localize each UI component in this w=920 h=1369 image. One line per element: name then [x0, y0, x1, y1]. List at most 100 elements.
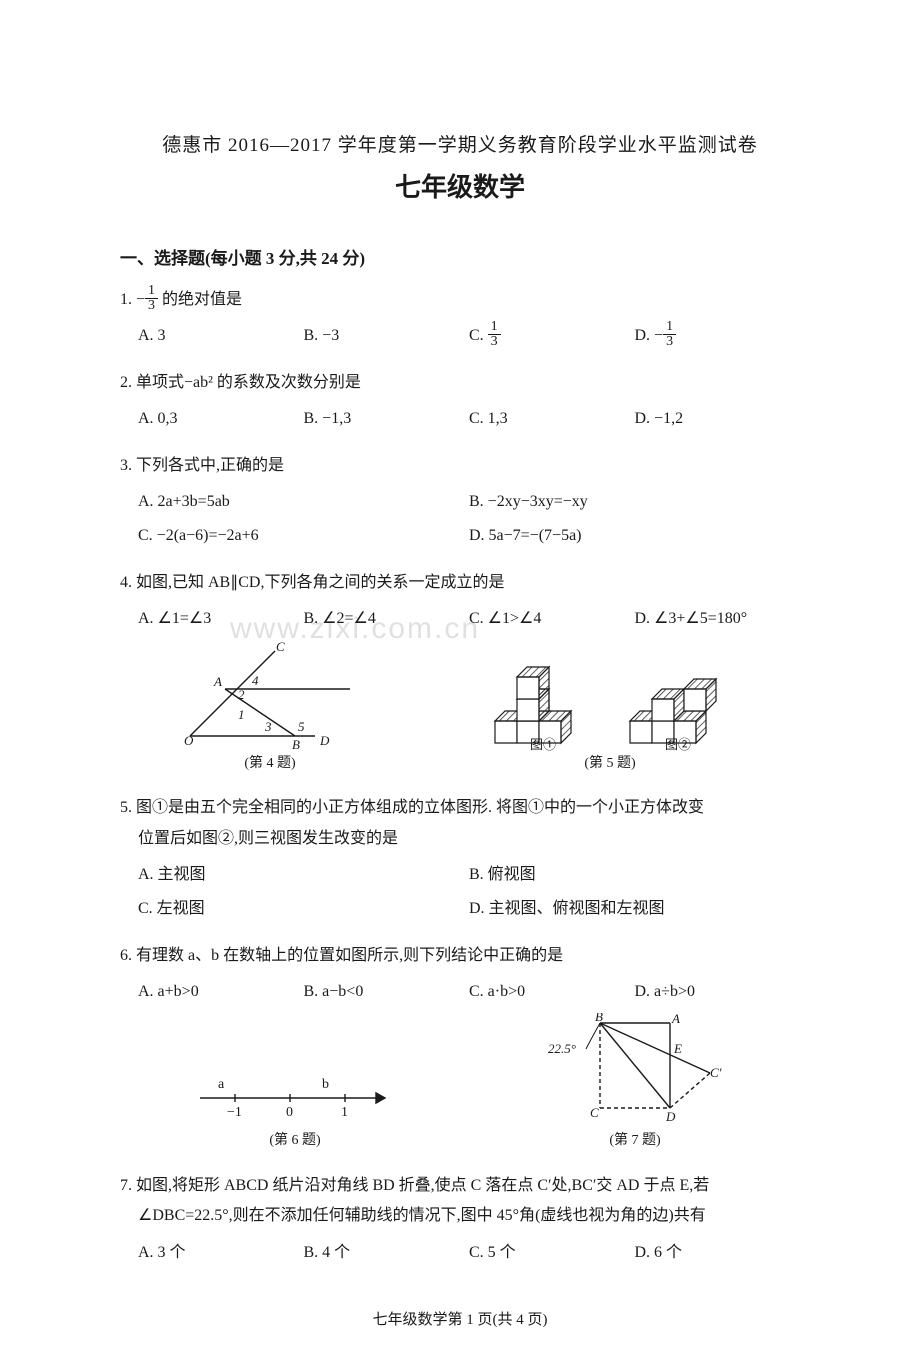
q1-stem-prefix: 1. − [120, 291, 145, 308]
q1-opt-b: B. −3 [304, 321, 470, 351]
page-header-line2: 七年级数学 [120, 167, 800, 204]
q6-options: A. a+b>0 B. a−b<0 C. a·b>0 D. a÷b>0 [120, 973, 800, 1007]
q3-opt-c: C. −2(a−6)=−2a+6 [138, 521, 469, 551]
question-3: 3. 下列各式中,正确的是 A. 2a+3b=5ab B. −2xy−3xy=−… [120, 451, 800, 552]
q3-opt-a: A. 2a+3b=5ab [138, 487, 469, 517]
q1-opt-a: A. 3 [138, 321, 304, 351]
q1-stem-suffix: 的绝对值是 [158, 291, 242, 308]
q6-opt-a: A. a+b>0 [138, 977, 304, 1007]
q2-options: A. 0,3 B. −1,3 C. 1,3 D. −1,2 [120, 400, 800, 434]
q1-opt-d: D. −13 [635, 321, 801, 351]
q7-caption: (第 7 题) [540, 1128, 730, 1155]
q7-opt-a: A. 3 个 [138, 1238, 304, 1268]
q1-c-prefix: C. [469, 327, 488, 344]
q4-lbl-2: 2 [238, 687, 245, 702]
q6-opt-d: D. a÷b>0 [635, 977, 801, 1007]
q1-frac: 13 [145, 284, 158, 313]
q6-caption: (第 6 题) [190, 1128, 400, 1155]
q7-opt-b: B. 4 个 [304, 1238, 470, 1268]
q2-stem: 2. 单项式−ab² 的系数及次数分别是 [120, 368, 800, 398]
q3-options: A. 2a+3b=5ab B. −2xy−3xy=−xy C. −2(a−6)=… [120, 483, 800, 552]
q4-caption: (第 4 题) [180, 751, 360, 778]
q3-opt-d: D. 5a−7=−(7−5a) [469, 521, 800, 551]
q7-lbl-B: B [595, 1013, 603, 1024]
q3-stem: 3. 下列各式中,正确的是 [120, 451, 800, 481]
question-6: 6. 有理数 a、b 在数轴上的位置如图所示,则下列结论中正确的是 A. a+b… [120, 941, 800, 1155]
q4-lbl-1: 1 [238, 707, 245, 722]
q4-stem: 4. 如图,已知 AB∥CD,下列各角之间的关系一定成立的是 [120, 568, 800, 598]
fig-row-6-7: a b −1 0 1 (第 6 题) [120, 1013, 800, 1155]
q6-lbl-a: a [218, 1077, 225, 1092]
q5-options: A. 主视图 B. 俯视图 C. 左视图 D. 主视图、俯视图和左视图 [120, 856, 800, 925]
q1-c-num: 1 [488, 320, 501, 335]
q6-lbl-1: 1 [341, 1105, 348, 1120]
section-1-title: 一、选择题(每小题 3 分,共 24 分) [120, 244, 800, 269]
q6-opt-c: C. a·b>0 [469, 977, 635, 1007]
question-7: 7. 如图,将矩形 ABCD 纸片沿对角线 BD 折叠,使点 C 落在点 C′处… [120, 1171, 800, 1268]
q7-figure: B A C D E C′ 22.5° (第 7 题) [540, 1013, 730, 1155]
page-footer: 七年级数学第 1 页(共 4 页) [120, 1308, 800, 1329]
q6-lbl-m1: −1 [227, 1105, 242, 1120]
q1-d-den: 3 [663, 335, 676, 349]
q7-lbl-D: D [665, 1109, 676, 1124]
q2-opt-d: D. −1,2 [635, 404, 801, 434]
question-1: 1. −13 的绝对值是 A. 3 B. −3 C. 13 D. −13 [120, 285, 800, 352]
q4-lbl-B: B [292, 737, 300, 751]
q7-lbl-Cprime: C′ [710, 1065, 722, 1080]
q1-frac-den: 3 [145, 299, 158, 313]
q5-fig1-label: 图① [530, 737, 556, 751]
q6-opt-b: B. a−b<0 [304, 977, 470, 1007]
page-header-line1: 德惠市 2016—2017 学年度第一学期义务教育阶段学业水平监测试卷 [120, 130, 800, 157]
q4-lbl-D: D [319, 733, 330, 748]
q4-opt-b: B. ∠2=∠4 [304, 604, 470, 634]
q7-opt-d: D. 6 个 [635, 1238, 801, 1268]
q6-figure: a b −1 0 1 (第 6 题) [190, 1068, 400, 1155]
question-5: 5. 图①是由五个完全相同的小正方体组成的立体图形. 将图①中的一个小正方体改变… [120, 793, 800, 925]
question-2: 2. 单项式−ab² 的系数及次数分别是 A. 0,3 B. −1,3 C. 1… [120, 368, 800, 435]
q7-stem2: ∠DBC=22.5°,则在不添加任何辅助线的情况下,图中 45°角(虚线也视为角… [120, 1201, 800, 1231]
q5-diagram-icon: 图① [480, 651, 740, 751]
q7-diagram-icon: B A C D E C′ 22.5° [540, 1013, 730, 1128]
q1-stem: 1. −13 的绝对值是 [120, 285, 800, 315]
q4-opt-d: D. ∠3+∠5=180° [635, 604, 801, 634]
q4-figure: O B D A C 1 2 3 4 5 (第 4 题) [180, 641, 360, 778]
fig-row-4-5: O B D A C 1 2 3 4 5 (第 4 题) [120, 641, 800, 778]
question-4: 4. 如图,已知 AB∥CD,下列各角之间的关系一定成立的是 A. ∠1=∠3 … [120, 568, 800, 777]
q6-stem: 6. 有理数 a、b 在数轴上的位置如图所示,则下列结论中正确的是 [120, 941, 800, 971]
q4-diagram-icon: O B D A C 1 2 3 4 5 [180, 641, 360, 751]
q4-lbl-5: 5 [298, 719, 305, 734]
q1-options: A. 3 B. −3 C. 13 D. −13 [120, 317, 800, 351]
q5-caption: (第 5 题) [480, 751, 740, 778]
q5-stem2: 位置后如图②,则三视图发生改变的是 [120, 824, 800, 854]
q6-numberline-icon: a b −1 0 1 [190, 1068, 400, 1128]
q5-opt-d: D. 主视图、俯视图和左视图 [469, 894, 800, 924]
q4-lbl-O: O [184, 733, 194, 748]
q7-lbl-C: C [590, 1105, 599, 1120]
q4-lbl-3: 3 [264, 719, 272, 734]
q5-opt-c: C. 左视图 [138, 894, 469, 924]
q4-opt-c: C. ∠1>∠4 [469, 604, 635, 634]
q2-opt-c: C. 1,3 [469, 404, 635, 434]
q1-frac-num: 1 [145, 284, 158, 299]
q5-figure: 图① [480, 651, 740, 778]
q7-lbl-angle: 22.5° [548, 1041, 576, 1056]
q2-opt-a: A. 0,3 [138, 404, 304, 434]
q7-stem1: 7. 如图,将矩形 ABCD 纸片沿对角线 BD 折叠,使点 C 落在点 C′处… [120, 1171, 800, 1201]
q3-opt-b: B. −2xy−3xy=−xy [469, 487, 800, 517]
q7-options: A. 3 个 B. 4 个 C. 5 个 D. 6 个 [120, 1234, 800, 1268]
q4-opt-a: A. ∠1=∠3 [138, 604, 304, 634]
q7-lbl-A: A [671, 1013, 680, 1026]
q2-opt-b: B. −1,3 [304, 404, 470, 434]
q4-lbl-A: A [213, 674, 222, 689]
q4-lbl-C: C [276, 641, 285, 654]
q1-opt-c: C. 13 [469, 321, 635, 351]
q4-options: A. ∠1=∠3 B. ∠2=∠4 C. ∠1>∠4 D. ∠3+∠5=180° [120, 600, 800, 634]
q1-d-prefix: D. − [635, 327, 664, 344]
q4-lbl-4: 4 [252, 673, 259, 688]
q5-opt-b: B. 俯视图 [469, 860, 800, 890]
q7-lbl-E: E [673, 1041, 682, 1056]
q5-opt-a: A. 主视图 [138, 860, 469, 890]
q5-fig2-label: 图② [665, 737, 691, 751]
q1-d-num: 1 [663, 320, 676, 335]
q7-opt-c: C. 5 个 [469, 1238, 635, 1268]
